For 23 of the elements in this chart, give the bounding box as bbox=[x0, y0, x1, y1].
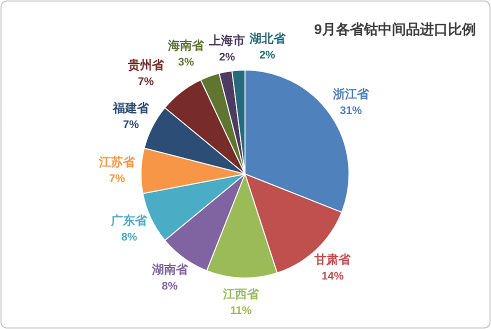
data-label: 11% bbox=[230, 304, 252, 317]
slice-label: 贵州省 bbox=[126, 58, 165, 72]
data-label: 7% bbox=[109, 172, 126, 185]
slice-label: 浙江省 bbox=[332, 87, 370, 102]
slice-label: 湖南省 bbox=[150, 262, 189, 277]
data-label: 2% bbox=[219, 51, 236, 64]
data-label: 7% bbox=[123, 118, 140, 131]
chart-title: 9月各省钴中间品进口比例 bbox=[314, 21, 476, 37]
slice-label: 海南省 bbox=[167, 38, 206, 53]
data-label: 31% bbox=[340, 105, 362, 118]
data-label: 3% bbox=[178, 56, 194, 69]
data-label: 7% bbox=[138, 76, 154, 88]
slice-label: 湖北省 bbox=[248, 31, 286, 46]
slice-label: 上海市 bbox=[208, 33, 246, 48]
slice-label: 江苏省 bbox=[98, 154, 136, 169]
slice-label: 广东省 bbox=[110, 214, 148, 228]
data-label: 2% bbox=[259, 49, 276, 62]
data-label: 14% bbox=[322, 270, 344, 282]
slice-label: 甘肃省 bbox=[314, 252, 352, 266]
slice-label: 江西省 bbox=[222, 286, 260, 301]
data-label: 8% bbox=[162, 280, 178, 293]
data-label: 8% bbox=[121, 232, 138, 244]
slice-label: 福建省 bbox=[112, 100, 150, 115]
